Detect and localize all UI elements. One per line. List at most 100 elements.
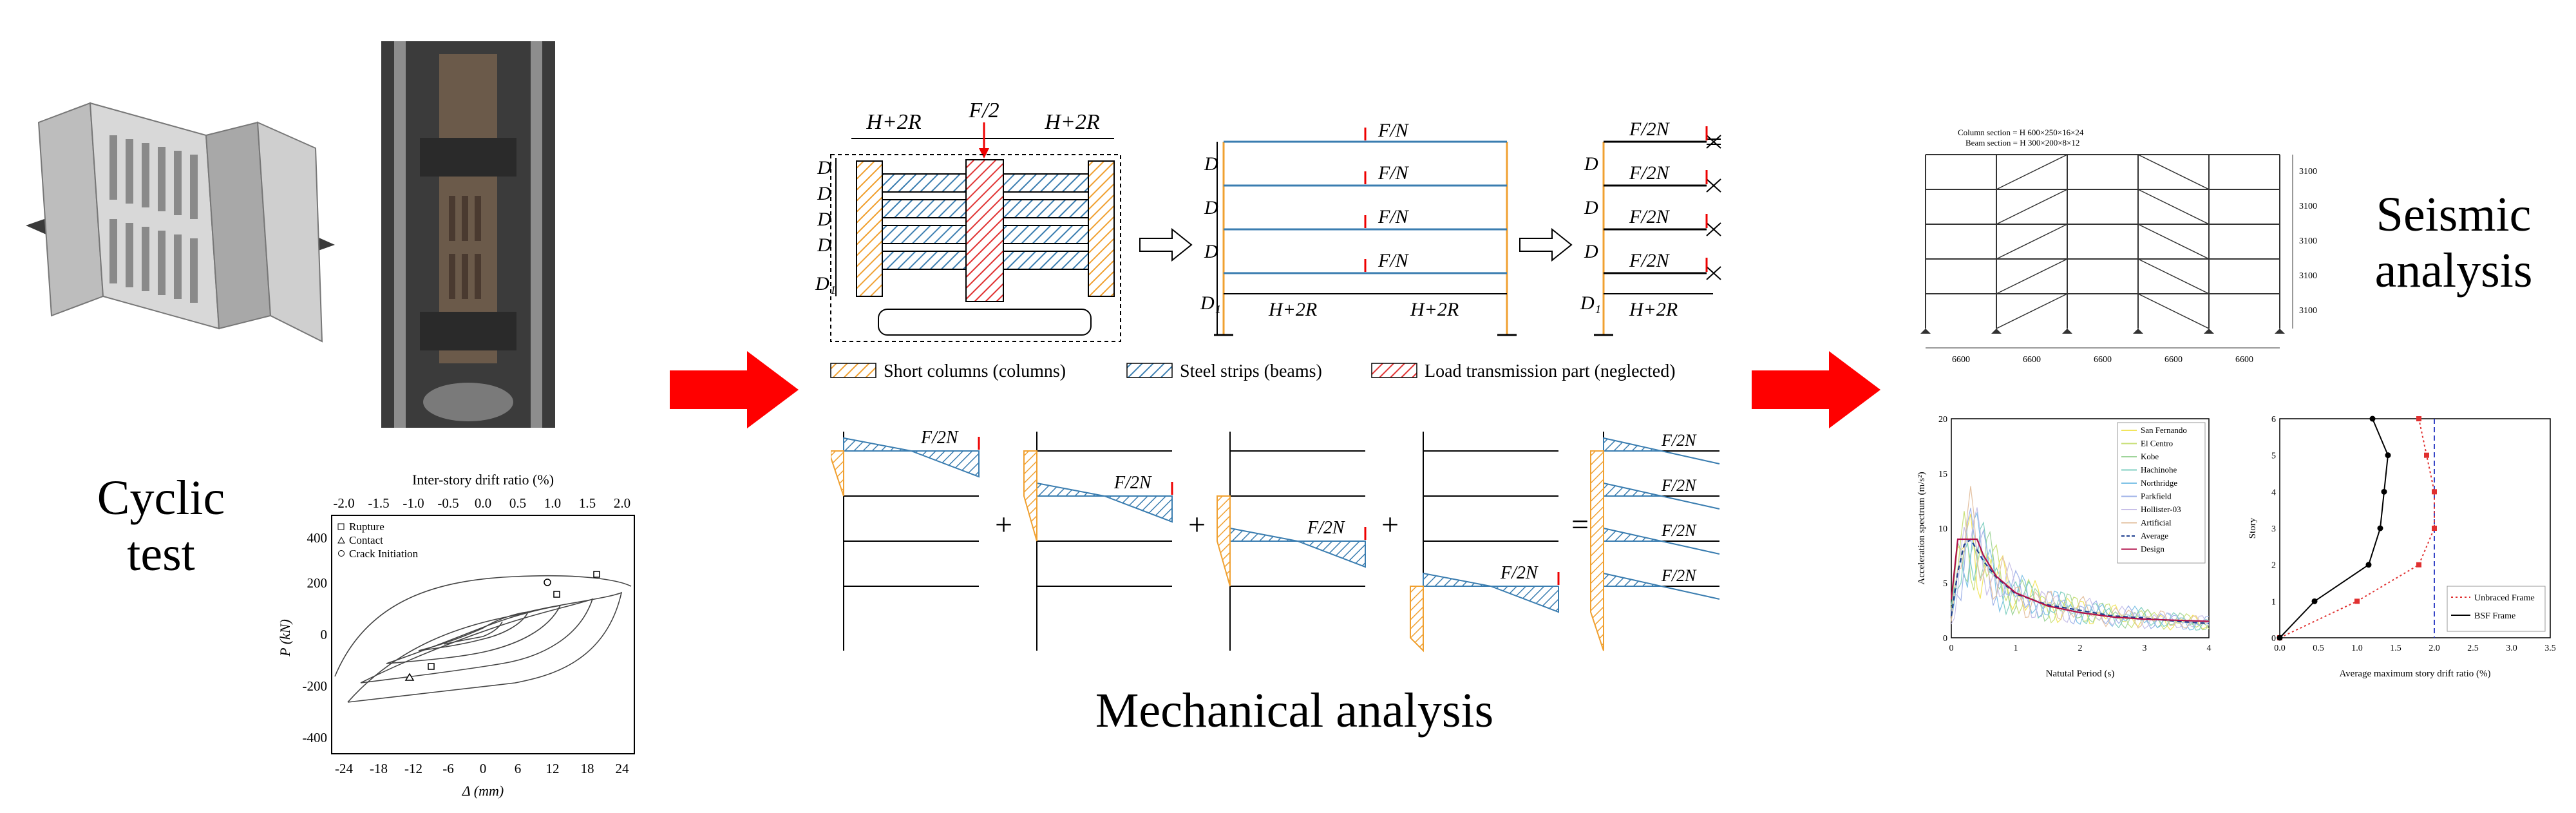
legend-entry: Hachinohe [2141,465,2177,475]
load-f2n: F/2N [1661,476,1697,495]
load-f2n: F/2N [1661,566,1697,585]
top-tick: -0.5 [437,495,459,511]
data-point [2416,416,2421,421]
spectrum-chart: Acceleration spectrum (m/s²) Natutal Per… [1917,415,2211,679]
load-f2n: F/2N [1629,119,1671,140]
story-height: 3100 [2299,202,2317,211]
x-tick: 2.5 [2467,644,2479,653]
cyclic-label-line2: test [127,527,195,582]
data-point [2369,416,2376,422]
x-tick: 2.0 [2429,644,2440,653]
record-curve [1951,508,2210,630]
load-case-3: F/2N [1217,432,1367,651]
dim-d: D [817,183,831,204]
dim-force: F/2 [968,103,999,122]
y-tick: 0 [2271,634,2276,644]
y-tick: 200 [307,575,328,591]
spectrum-legend: San Fernando El Centro Kobe Hachinohe Northr… [2117,422,2206,564]
story-height: 3100 [2299,236,2317,246]
legend-entry: Design [2141,544,2164,554]
legend-entry: Artificial [2141,518,2172,528]
y-tick: 2 [2271,561,2276,571]
cyclic-label-line1: Cyclic [97,471,225,525]
dim-d1: D₁ [1200,292,1221,314]
process-arrow-icon [1752,351,1880,428]
hollow-arrow-icon [1519,227,1573,262]
spectrum-y-title: Acceleration spectrum (m/s²) [1917,472,1927,584]
hysteresis-x-title: Δ (mm) [462,783,504,799]
crack-marker [544,579,551,586]
dim-h-right: H+2R [1044,110,1099,134]
plus-sign: + [1188,508,1206,542]
drift-y-ticks: 0 1 2 3 4 5 6 [2271,415,2276,644]
load-f2n: F/2N [1629,250,1671,271]
top-tick: -1.0 [402,495,424,511]
dim-d: D [1584,241,1598,262]
dim-d1: D₁ [1580,292,1601,314]
record-curve [1951,486,2210,629]
x-tick: 0.5 [2313,644,2324,653]
bay-width: 6600 [2235,355,2253,365]
y-tick: 5 [1943,579,1947,589]
legend-crack: Crack Initiation [349,548,419,560]
x-tick: 12 [546,761,560,776]
specimen-idealization: H+2R F/2 H+2R D D D D D₁ [815,103,1121,342]
y-tick: 10 [1938,524,1947,534]
spectrum-y-ticks: 0 5 10 15 20 [1938,415,1947,644]
legend-load: Load transmission part (neglected) [1425,361,1676,381]
load-f2n: F/2N [920,428,959,448]
dim-d: D [817,234,831,256]
seismic-label-line2: analysis [2374,244,2533,298]
load-case-2: F/2N [1023,432,1173,651]
dim-d: D [1204,241,1218,262]
superposition-diagrams: F/2N + F/2N + F/2N + F/2N = [831,428,1720,653]
span-left: H+2R [1268,299,1317,320]
dim-d: D [1584,197,1598,218]
x-tick: 4 [2207,644,2211,653]
mechanical-analysis-label: Mechanical analysis [1095,684,1494,738]
frame-elevation: Column section = H 600×250×16×24 Beam se… [1920,128,2317,365]
data-point [2311,598,2318,604]
unbraced-frame-line [2279,418,2435,638]
rupture-marker [553,591,560,598]
bay-width: 6600 [2164,355,2183,365]
hysteresis-frame [331,515,635,754]
x-tick: 0 [1949,644,1954,653]
x-tick: 1 [2014,644,2018,653]
story-height: 3100 [2299,271,2317,281]
y-tick: -200 [303,678,328,694]
dim-d: D [817,209,831,230]
x-tick: 24 [616,761,630,776]
hysteresis-top-ticks: -2.0 -1.5 -1.0 -0.5 0.0 0.5 1.0 1.5 2.0 [333,495,630,511]
equals-sign: = [1571,508,1589,542]
legend-entry: Unbraced Frame [2474,593,2535,603]
bsf-frame-line [2279,418,2389,638]
top-tick: -1.5 [368,495,389,511]
y-tick: 15 [1938,470,1947,479]
drift-series [2277,416,2437,641]
data-point [2365,562,2372,568]
specimen-3d-render [13,84,348,354]
frame-f2n: F/2N F/2N F/2N F/2N D D D D₁ H+2R [1580,119,1721,336]
load-case-1: F/2N [831,428,980,651]
load-f2n: F/2N [1629,206,1671,227]
x-tick: 1.5 [2390,644,2401,653]
dim-d1: D₁ [815,273,836,294]
bay-width: 6600 [2023,355,2041,365]
legend-entry: Kobe [2141,452,2159,461]
data-point [2354,598,2360,604]
x-tick: 2 [2078,644,2083,653]
hysteresis-top-axis-title: Inter-story drift ratio (%) [412,472,554,488]
load-f2n: F/2N [1661,431,1697,450]
mechanical-legend: Short columns (columns) Steel strips (be… [830,361,1676,381]
bay-width: 6600 [2094,355,2112,365]
load-f2n: F/2N [1307,518,1345,538]
dim-d: D [1204,153,1218,175]
x-tick: -18 [370,761,388,776]
top-tick: 2.0 [614,495,630,511]
rupture-marker [593,571,600,578]
dim-d: D [1204,197,1218,218]
plus-sign: + [1381,508,1399,542]
y-tick: 400 [307,530,328,546]
drift-legend: Unbraced Frame BSF Frame [2447,586,2546,632]
